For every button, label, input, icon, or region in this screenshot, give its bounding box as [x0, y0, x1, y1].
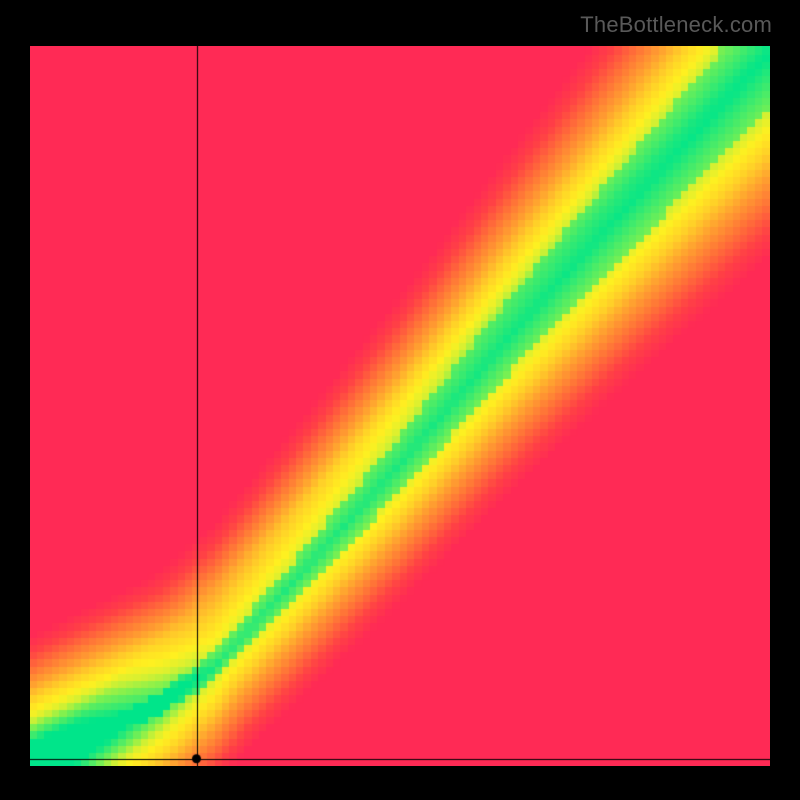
watermark-text: TheBottleneck.com: [580, 12, 772, 38]
heatmap-canvas: [30, 46, 770, 766]
bottleneck-heatmap: [30, 46, 770, 766]
